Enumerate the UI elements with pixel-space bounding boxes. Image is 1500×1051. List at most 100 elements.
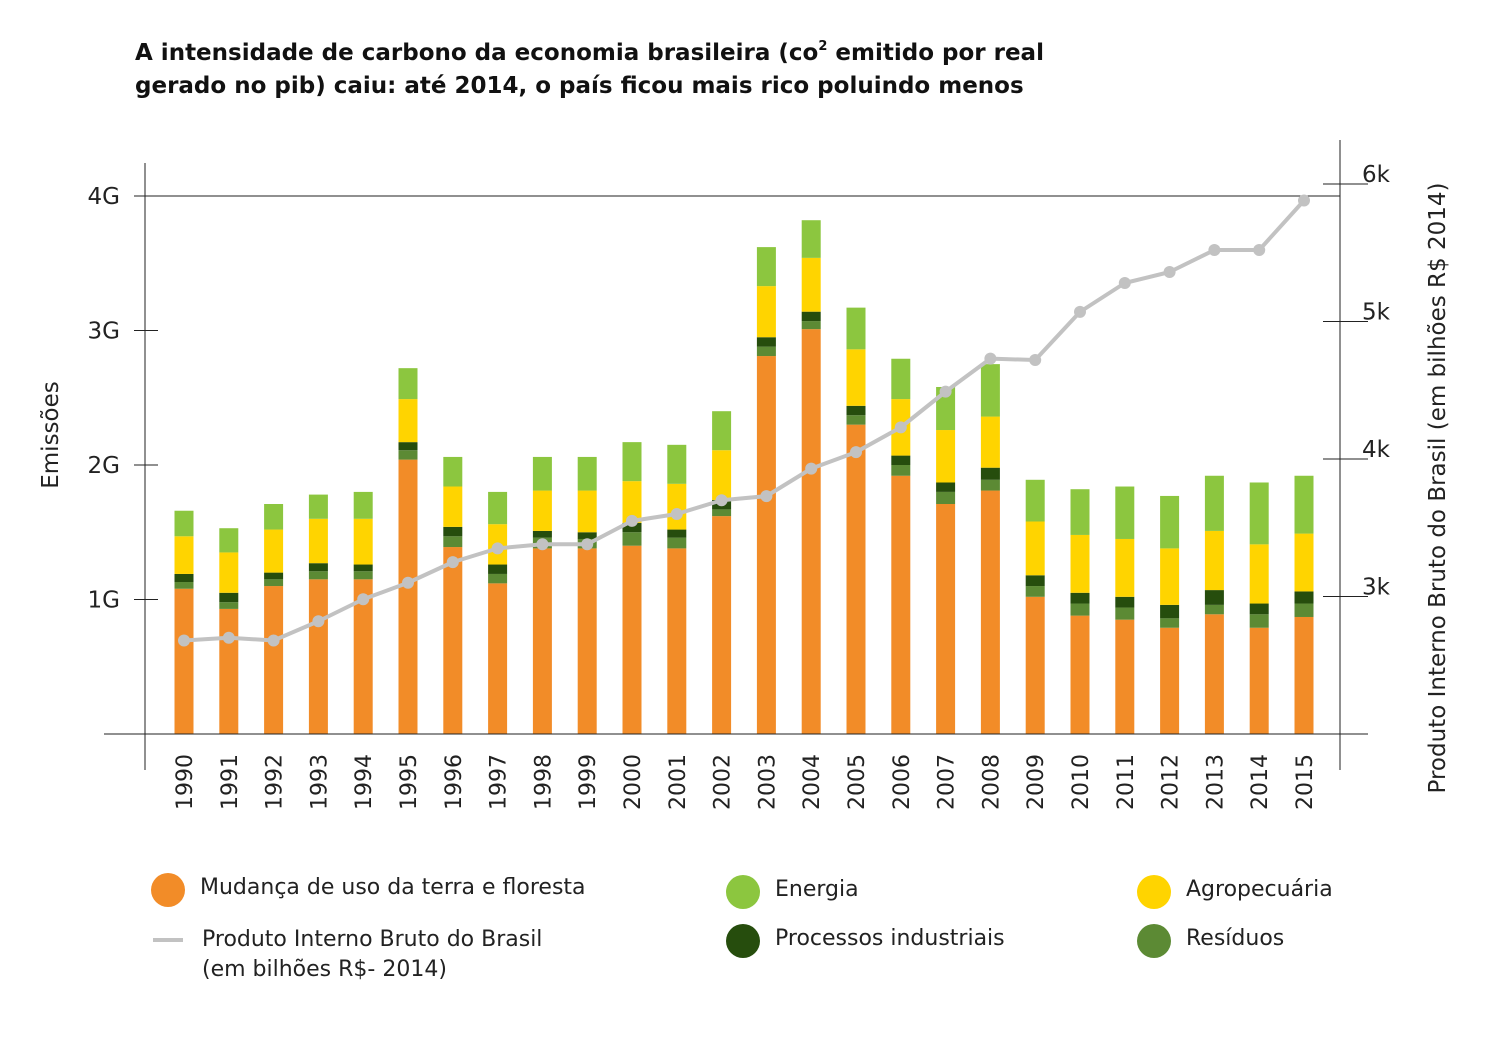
bar-stack-2007 [936, 386, 956, 734]
axis-labels: 1G 2G 3G 4G 3k 4k 5k 6k 1990 1991 1992 1993 1994 1995… [38, 162, 1451, 810]
gdp-point-2004 [805, 462, 818, 475]
bar-2014-0 [1249, 627, 1269, 734]
gdp-point-2009 [1029, 354, 1042, 366]
bar-stack-2010 [1070, 489, 1090, 734]
x-tick-label-1999: 1999 [576, 754, 601, 810]
y-tick-label-3G: 3G [88, 319, 120, 345]
bar-2008-0 [980, 490, 1000, 734]
bar-2013-0 [1204, 614, 1224, 734]
bar-2003-2 [756, 337, 776, 347]
bar-2000-4 [622, 442, 642, 482]
bar-stack-1997 [488, 491, 508, 734]
gdp-point-2001 [670, 508, 683, 520]
x-tick-label-2012: 2012 [1159, 754, 1184, 810]
x-tick-label-2007: 2007 [935, 754, 960, 810]
bar-2002-0 [712, 516, 732, 734]
bar-1997-4 [488, 491, 508, 525]
bar-2000-3 [622, 481, 642, 523]
gdp-point-2015 [1298, 194, 1310, 207]
bar-2012-3 [1160, 548, 1180, 605]
bar-2010-3 [1070, 534, 1090, 593]
bar-2013-4 [1204, 475, 1224, 531]
bar-1998-4 [532, 456, 552, 491]
bar-2003-3 [756, 286, 776, 338]
y2-tick-label-3k: 3k [1362, 575, 1391, 601]
bar-stack-1993 [308, 494, 328, 734]
bar-2001-2 [667, 529, 687, 538]
bar-stack-2009 [1025, 479, 1045, 734]
bar-2014-4 [1249, 482, 1269, 545]
bar-1995-0 [398, 459, 418, 734]
gdp-point-2002 [715, 494, 728, 507]
bar-2000-2 [622, 522, 642, 533]
bar-2009-1 [1025, 586, 1045, 597]
bar-2004-3 [801, 257, 821, 312]
bar-stack-1999 [577, 456, 597, 734]
bar-stack-2008 [980, 364, 1000, 734]
bar-2001-4 [667, 444, 687, 484]
bar-2011-3 [1115, 538, 1135, 597]
x-tick-label-2004: 2004 [800, 754, 825, 810]
gdp-point-1991 [222, 631, 235, 644]
x-tick-label-1998: 1998 [531, 754, 556, 810]
gdp-point-2000 [626, 514, 638, 527]
gdp-point-2005 [850, 446, 862, 459]
axes [104, 140, 1368, 770]
bar-stack-2003 [756, 247, 776, 734]
gdp-point-1994 [357, 593, 370, 606]
x-tick-label-2006: 2006 [890, 754, 915, 810]
bar-1999-0 [577, 548, 597, 734]
bar-2007-2 [936, 482, 956, 492]
bar-2015-4 [1294, 475, 1314, 534]
bar-1991-0 [219, 608, 239, 734]
bar-1993-1 [308, 571, 328, 580]
bar-2013-1 [1204, 604, 1224, 615]
bar-stack-1990 [174, 510, 194, 734]
bar-2005-0 [846, 424, 866, 734]
x-tick-label-2005: 2005 [845, 754, 870, 810]
gdp-point-2012 [1163, 266, 1176, 278]
bar-stack-1995 [398, 368, 418, 734]
y-axis-title: Emissões [38, 381, 64, 489]
bar-2014-2 [1249, 603, 1269, 615]
bar-1993-3 [308, 518, 328, 564]
bar-2001-3 [667, 483, 687, 530]
bar-1994-0 [353, 579, 373, 734]
bar-stack-2012 [1160, 495, 1180, 734]
bar-1995-4 [398, 368, 418, 400]
bar-2013-3 [1204, 530, 1224, 591]
bar-2010-2 [1070, 592, 1090, 604]
bar-2008-3 [980, 416, 1000, 468]
bar-2000-0 [622, 545, 642, 734]
bar-stack-2005 [846, 307, 866, 734]
bar-2006-2 [891, 455, 911, 465]
bar-1991-4 [219, 528, 239, 553]
gdp-point-1995 [402, 576, 414, 589]
x-tick-label-2010: 2010 [1069, 754, 1094, 810]
gdp-point-2010 [1074, 305, 1086, 318]
bar-2002-4 [712, 411, 732, 451]
bar-stack-2013 [1204, 475, 1224, 734]
bar-1991-1 [219, 602, 239, 609]
x-tick-label-1996: 1996 [442, 754, 467, 810]
gdp-line [178, 194, 1310, 647]
gdp-point-2013 [1208, 244, 1221, 256]
bar-2008-2 [980, 467, 1000, 480]
x-tick-label-2001: 2001 [666, 754, 691, 810]
gdp-point-1999 [581, 538, 594, 551]
bar-1990-0 [174, 588, 194, 734]
bar-2013-2 [1204, 590, 1224, 605]
y2-tick-label-6k: 6k [1362, 162, 1391, 188]
y-tick-label-1G: 1G [88, 588, 120, 614]
bar-2001-0 [667, 548, 687, 734]
bar-1992-4 [264, 504, 284, 530]
bar-2014-1 [1249, 614, 1269, 628]
bar-2005-2 [846, 405, 866, 416]
bar-stack-1998 [532, 456, 552, 734]
bar-2003-4 [756, 247, 776, 287]
bar-2005-3 [846, 349, 866, 406]
gdp-point-1992 [267, 634, 280, 647]
bar-1995-1 [398, 450, 418, 460]
bar-2002-3 [712, 450, 732, 500]
gdp-point-2011 [1118, 277, 1131, 289]
